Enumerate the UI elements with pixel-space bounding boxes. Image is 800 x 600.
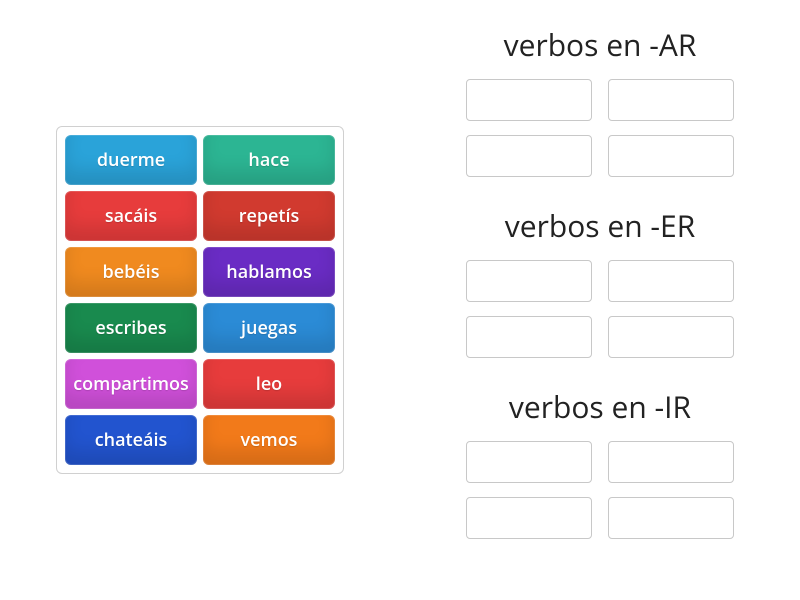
drop-slot[interactable] <box>608 260 734 302</box>
tile-repetís[interactable]: repetís <box>203 191 335 241</box>
tile-hablamos[interactable]: hablamos <box>203 247 335 297</box>
tile-bebéis[interactable]: bebéis <box>65 247 197 297</box>
group-title: verbos en -AR <box>504 24 697 65</box>
drop-slot[interactable] <box>466 316 592 358</box>
drop-slot[interactable] <box>608 316 734 358</box>
tile-compartimos[interactable]: compartimos <box>65 359 197 409</box>
tile-juegas[interactable]: juegas <box>203 303 335 353</box>
group-title: verbos en -ER <box>505 205 695 246</box>
slot-row <box>466 260 734 302</box>
drop-slot[interactable] <box>466 260 592 302</box>
drop-slot[interactable] <box>608 497 734 539</box>
tile-sacáis[interactable]: sacáis <box>65 191 197 241</box>
app-container: duermehacesacáisrepetísbebéishablamosesc… <box>0 0 800 600</box>
group-title: verbos en -IR <box>509 386 691 427</box>
tile-chateáis[interactable]: chateáis <box>65 415 197 465</box>
drop-slot[interactable] <box>466 441 592 483</box>
tile-duerme[interactable]: duerme <box>65 135 197 185</box>
slot-row <box>466 497 734 539</box>
group-1: verbos en -ER <box>420 205 780 372</box>
drop-slot[interactable] <box>608 441 734 483</box>
tile-hace[interactable]: hace <box>203 135 335 185</box>
drop-slot[interactable] <box>466 497 592 539</box>
drop-slot[interactable] <box>466 135 592 177</box>
slot-row <box>466 316 734 358</box>
target-panel: verbos en -AR verbos en -ER verbos en -IR <box>400 0 800 600</box>
source-panel: duermehacesacáisrepetísbebéishablamosesc… <box>0 0 400 600</box>
tile-vemos[interactable]: vemos <box>203 415 335 465</box>
tile-escribes[interactable]: escribes <box>65 303 197 353</box>
slot-row <box>466 441 734 483</box>
tile-box: duermehacesacáisrepetísbebéishablamosesc… <box>56 126 344 474</box>
drop-slot[interactable] <box>466 79 592 121</box>
slot-row <box>466 135 734 177</box>
group-0: verbos en -AR <box>420 24 780 191</box>
tile-leo[interactable]: leo <box>203 359 335 409</box>
slot-row <box>466 79 734 121</box>
drop-slot[interactable] <box>608 79 734 121</box>
group-2: verbos en -IR <box>420 386 780 553</box>
drop-slot[interactable] <box>608 135 734 177</box>
